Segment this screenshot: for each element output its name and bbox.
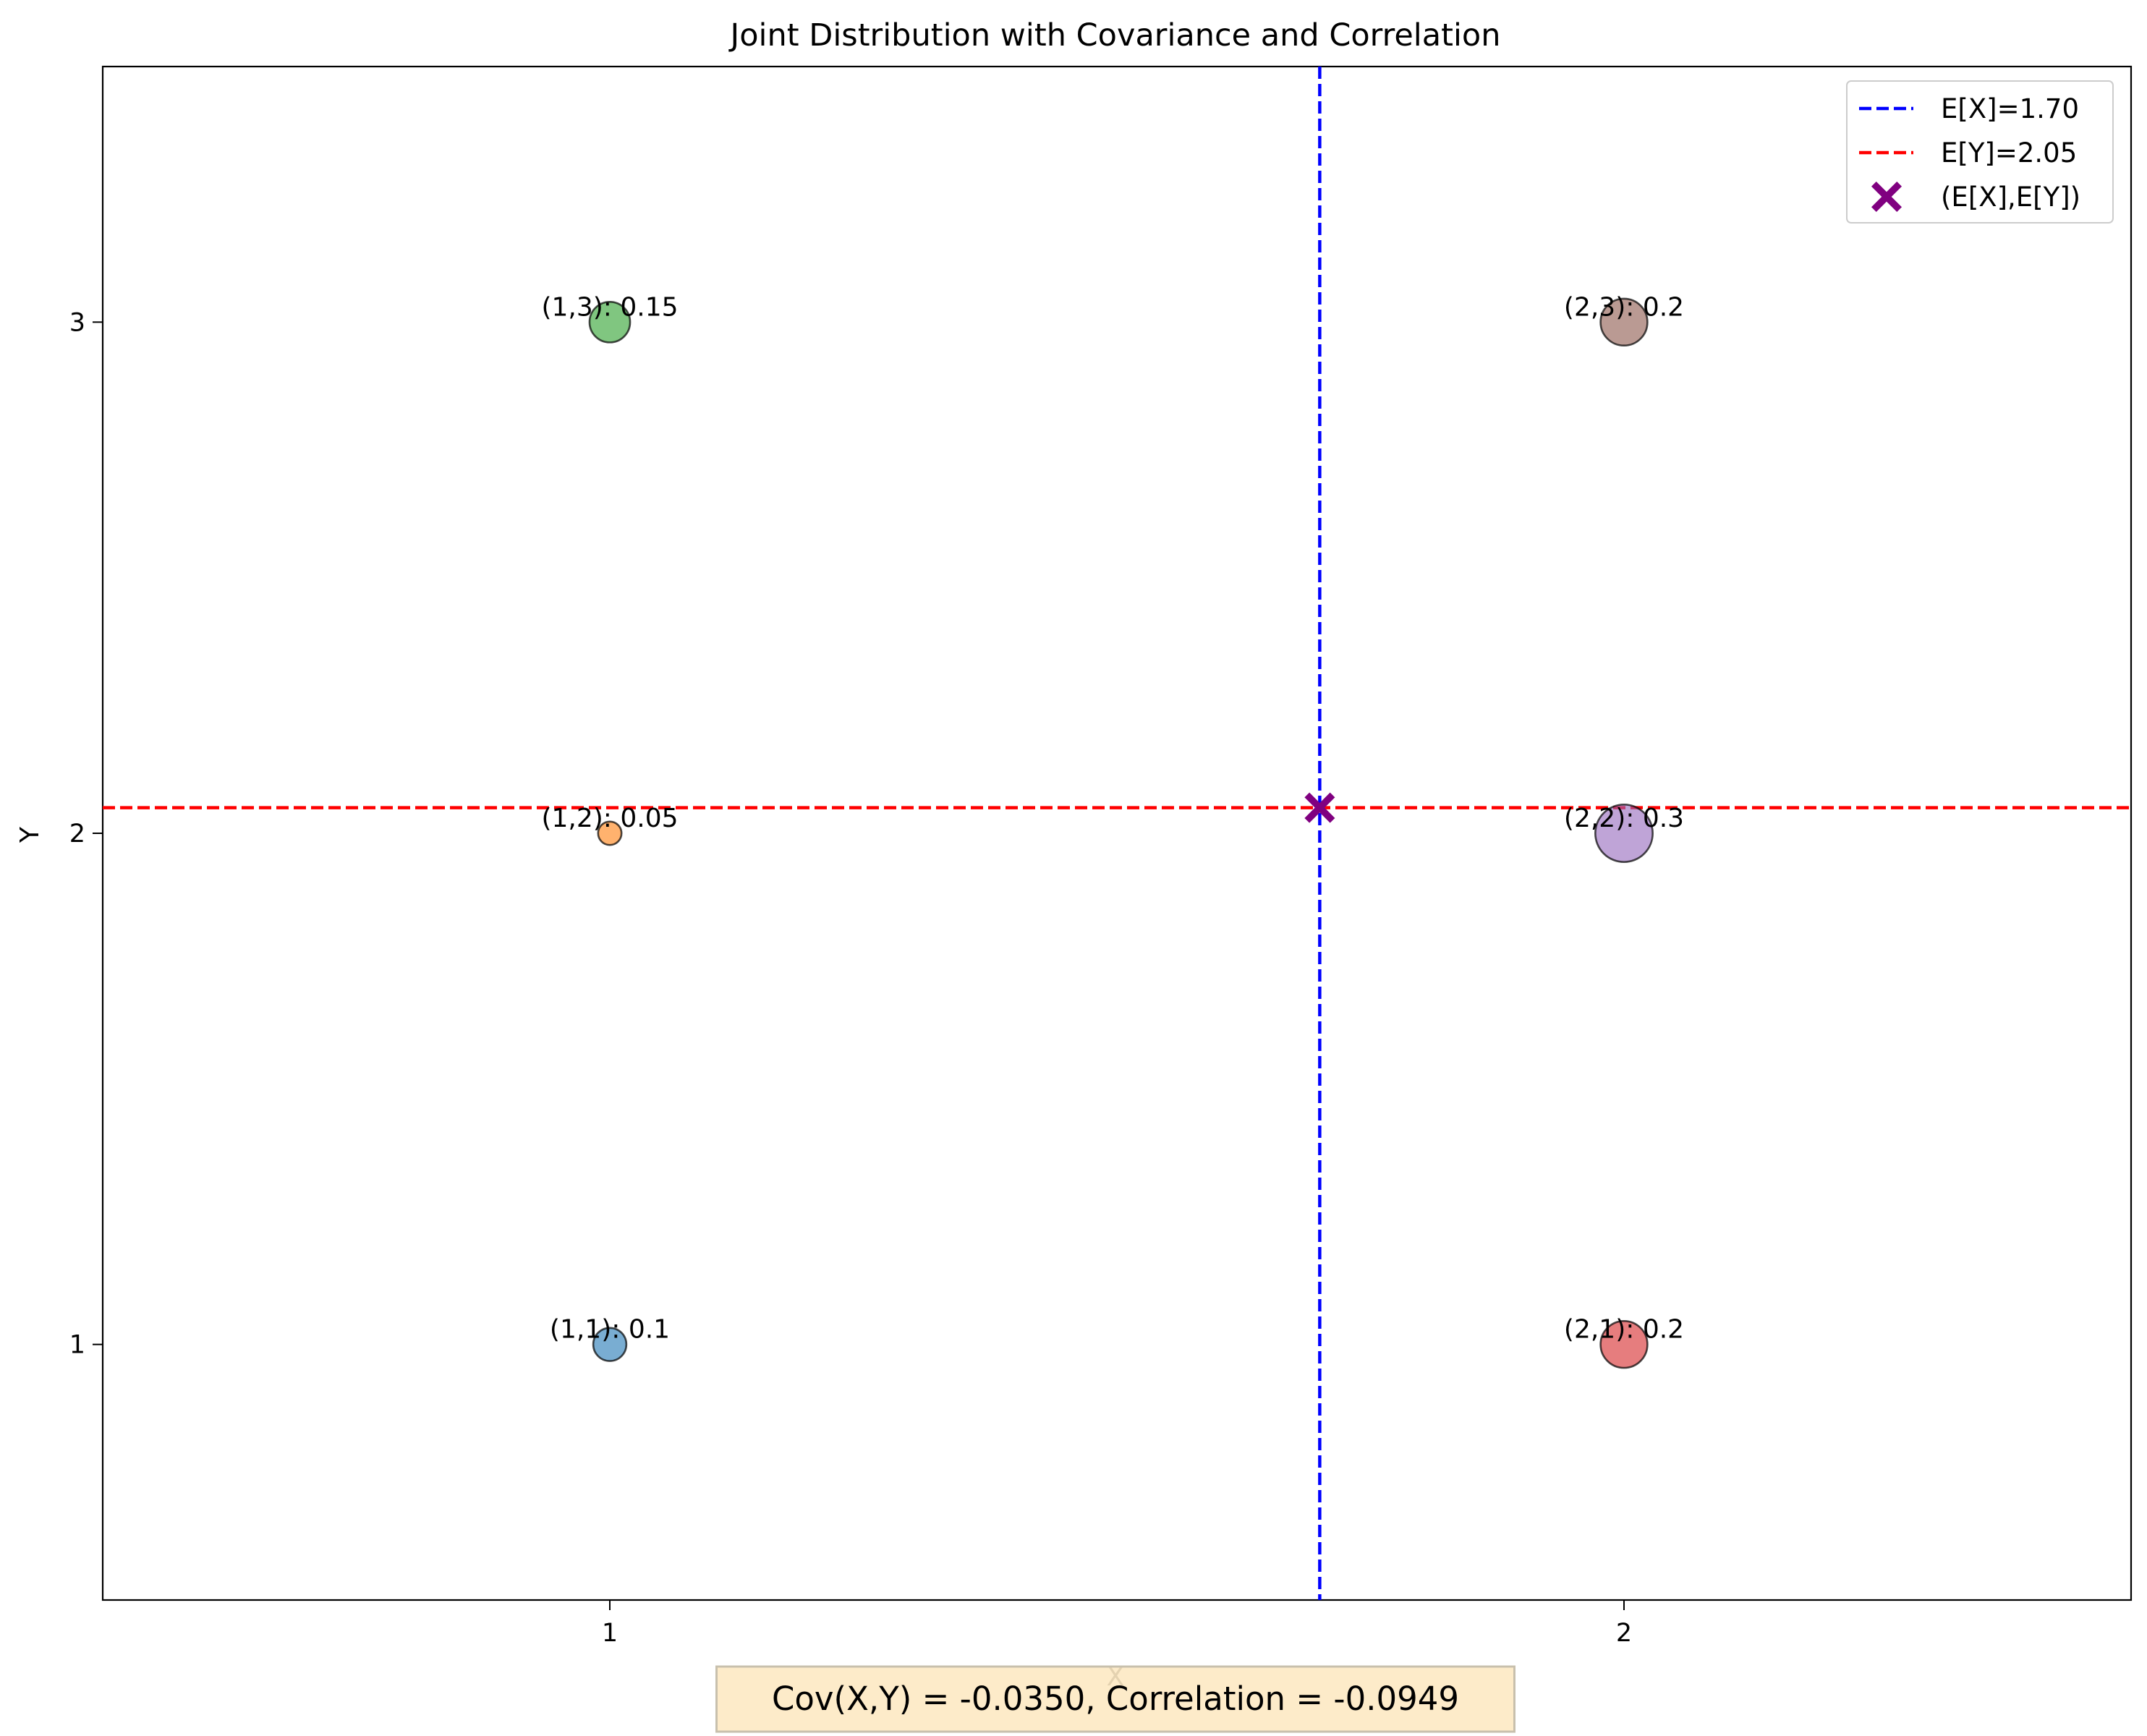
point-label: (1,3): 0.15 [541, 292, 678, 322]
x-tick-label: 1 [602, 1619, 618, 1648]
legend-ex-label: E[X]=1.70 [1941, 93, 2079, 124]
legend-expectation-point-label: (E[X],E[Y]) [1941, 182, 2080, 213]
scatter-point [1594, 804, 1654, 863]
point-label: (1,1): 0.1 [550, 1315, 670, 1345]
point-label: (1,2): 0.05 [541, 804, 678, 833]
point-label: (2,3): 0.2 [1564, 292, 1684, 322]
legend-expectation-point-swatch [1871, 182, 1902, 212]
x-tick-label: 2 [1616, 1619, 1632, 1648]
stats-text: Cov(X,Y) = -0.0350, Correlation = -0.094… [772, 1680, 1459, 1718]
chart-title: Joint Distribution with Covariance and C… [728, 17, 1501, 54]
stats-box [715, 1665, 1515, 1733]
expectation-point-marker [1304, 792, 1335, 823]
point-label: (2,2): 0.3 [1564, 804, 1684, 833]
scatter-point [592, 1327, 628, 1362]
scatter-point [597, 820, 623, 846]
legend: E[X]=1.70 E[Y]=2.05 (E[X],E[Y]) [1846, 80, 2114, 224]
point-label: (2,1): 0.2 [1564, 1315, 1684, 1345]
legend-ey-label: E[Y]=2.05 [1941, 137, 2077, 169]
y-tick-label: 1 [69, 1331, 85, 1360]
plot-area: 1 2 1 2 3 (1,1): 0.1 (1,2): 0.05 (1,3): 0.15 (2,… [69, 65, 2133, 1733]
legend-box [1846, 80, 2114, 224]
scatter-point [1599, 1319, 1649, 1369]
y-tick-label: 3 [69, 308, 85, 337]
scatter-point [588, 300, 632, 344]
scatter-point [1599, 297, 1649, 347]
y-axis-label: Y [15, 826, 45, 843]
y-tick-label: 2 [69, 820, 85, 848]
